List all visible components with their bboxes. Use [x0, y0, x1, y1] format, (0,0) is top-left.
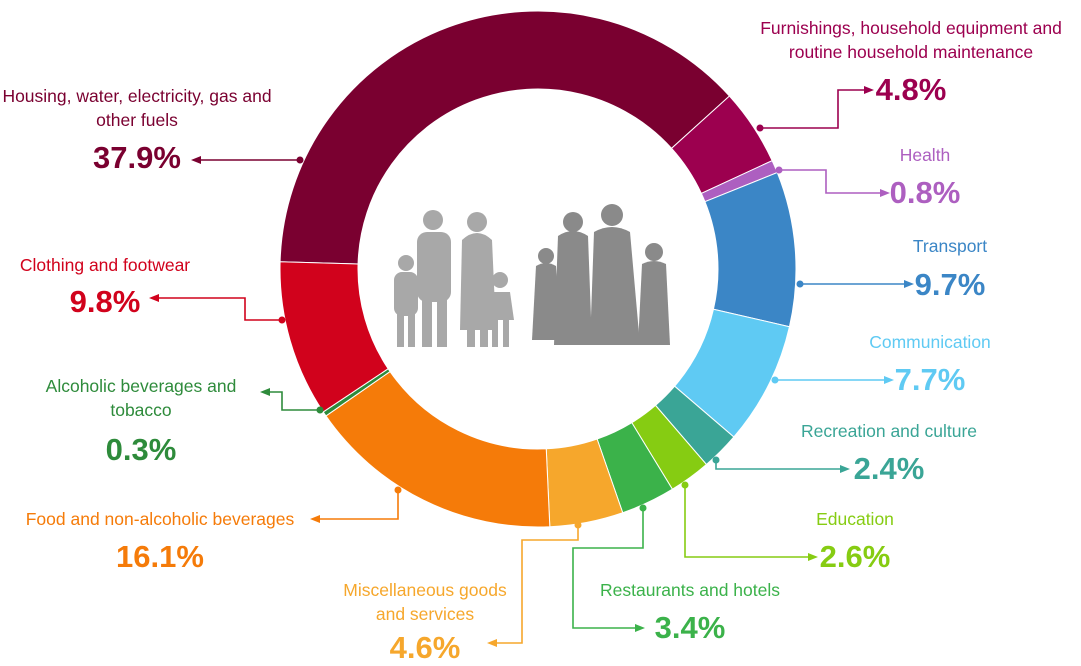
- category-label: Restaurants and hotels: [600, 578, 780, 602]
- connector-dot: [395, 487, 402, 494]
- value-label: 9.7%: [915, 267, 986, 303]
- value-label: 3.4%: [655, 610, 726, 646]
- connector-dot: [297, 157, 304, 164]
- connector-dot: [317, 407, 324, 414]
- connector-dot: [575, 522, 582, 529]
- value-label: 4.8%: [876, 72, 947, 108]
- category-label: Transport: [913, 234, 987, 258]
- category-label: Miscellaneous goods and services: [330, 578, 520, 626]
- value-label: 0.8%: [890, 175, 961, 211]
- connector: [573, 508, 643, 628]
- connector-dot: [713, 457, 720, 464]
- category-label: Clothing and footwear: [20, 253, 190, 277]
- connector: [716, 460, 842, 469]
- connector-dot: [772, 377, 779, 384]
- connector-dot: [279, 317, 286, 324]
- donut-segment: [280, 11, 729, 264]
- connector: [779, 170, 882, 193]
- category-label: Food and non-alcoholic beverages: [26, 507, 295, 531]
- value-label: 37.9%: [93, 140, 181, 176]
- value-label: 4.6%: [390, 630, 461, 666]
- connector-dot: [797, 281, 804, 288]
- connector-dot: [682, 482, 689, 489]
- value-label: 7.7%: [895, 362, 966, 398]
- category-label: Furnishings, household equipment and rou…: [736, 16, 1081, 64]
- connector: [157, 298, 282, 320]
- family-silhouettes: [394, 204, 670, 347]
- connector-dot: [776, 167, 783, 174]
- donut-segment: [326, 372, 550, 527]
- category-label: Health: [900, 143, 951, 167]
- category-label: Housing, water, electricity, gas and oth…: [0, 84, 280, 132]
- category-label: Recreation and culture: [801, 419, 977, 443]
- value-label: 2.4%: [854, 451, 925, 487]
- value-label: 2.6%: [820, 539, 891, 575]
- donut-segment: [705, 173, 796, 327]
- category-label: Communication: [869, 330, 991, 354]
- value-label: 0.3%: [106, 432, 177, 468]
- page: (() => { const data = JSON.parse(documen…: [0, 0, 1081, 647]
- connector-dot: [757, 125, 764, 132]
- value-label: 9.8%: [70, 284, 141, 320]
- connector: [685, 485, 810, 557]
- connector-dot: [640, 505, 647, 512]
- value-label: 16.1%: [116, 539, 204, 575]
- category-label: Alcoholic beverages and tobacco: [29, 374, 254, 422]
- category-label: Education: [816, 507, 894, 531]
- connector: [318, 490, 398, 519]
- connector: [760, 90, 866, 128]
